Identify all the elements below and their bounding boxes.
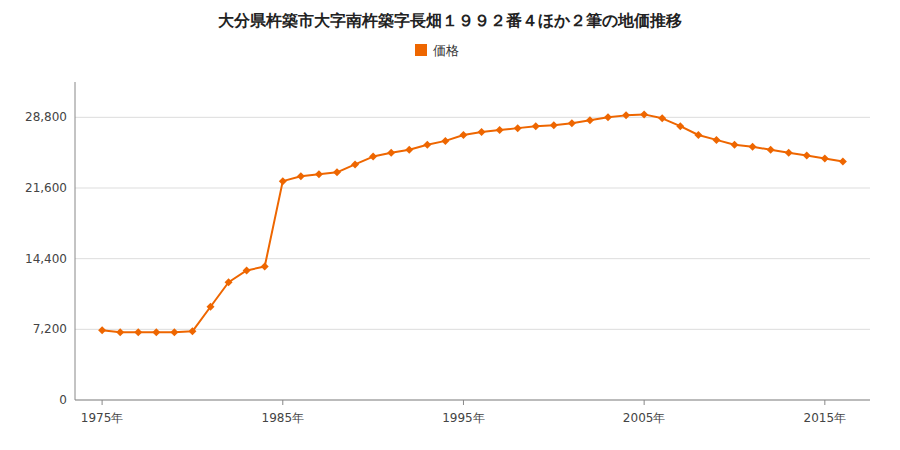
x-tick <box>463 400 464 405</box>
title: 大分県杵築市大字南杵築字長畑１９９２番４ほか２筆の地価推移 <box>218 11 682 30</box>
point <box>586 116 594 124</box>
x-tick-label: 2005年 <box>623 411 666 425</box>
point <box>116 328 124 336</box>
point <box>658 114 666 122</box>
grid <box>75 117 870 400</box>
x-tick <box>102 400 103 405</box>
grid-line <box>75 117 870 118</box>
x-tick <box>824 400 825 405</box>
point <box>423 141 431 149</box>
point <box>459 131 467 139</box>
point <box>730 141 738 149</box>
x-tick-label: 1995年 <box>442 411 485 425</box>
x-tick-label: 1975年 <box>81 411 124 425</box>
grid-line <box>75 400 870 401</box>
legend-swatch <box>415 44 427 56</box>
page: {"chart_data": {"type": "line", "title":… <box>0 0 900 450</box>
x-tick <box>644 400 645 405</box>
point <box>405 146 413 154</box>
point <box>550 121 558 129</box>
point <box>676 122 684 130</box>
x-axis-line <box>75 400 870 401</box>
point <box>207 303 215 311</box>
chart: 大分県杵築市大字南杵築字長畑１９９２番４ほか２筆の地価推移 0 7,200 14,40… <box>0 0 900 450</box>
point <box>622 111 630 119</box>
point <box>188 327 196 335</box>
point <box>785 149 793 157</box>
point <box>532 122 540 130</box>
legend: 価格 <box>415 43 459 58</box>
point <box>225 278 233 286</box>
grid-line <box>75 258 870 259</box>
x-tick <box>282 400 283 405</box>
point <box>821 155 829 163</box>
point <box>694 131 702 139</box>
point <box>478 128 486 136</box>
point <box>568 119 576 127</box>
point <box>839 158 847 166</box>
point <box>152 328 160 336</box>
point <box>640 110 648 118</box>
point <box>315 170 323 178</box>
point <box>496 126 504 134</box>
point <box>369 153 377 161</box>
point <box>134 328 142 336</box>
point <box>261 263 269 271</box>
x-tick-label: 2015年 <box>804 411 847 425</box>
point <box>767 146 775 154</box>
y-axis-line <box>75 82 76 400</box>
point <box>333 168 341 176</box>
point <box>297 172 305 180</box>
point <box>441 137 449 145</box>
point <box>98 326 106 334</box>
point <box>243 266 251 274</box>
point <box>514 124 522 132</box>
point <box>170 328 178 336</box>
marks <box>98 110 847 336</box>
point <box>712 136 720 144</box>
legend-label: 価格 <box>433 43 459 58</box>
point <box>749 143 757 151</box>
point <box>387 149 395 157</box>
grid-line <box>75 188 870 189</box>
point <box>604 113 612 121</box>
y-tick-label: 14,400 <box>25 252 67 266</box>
point <box>351 160 359 168</box>
line <box>102 114 843 332</box>
point <box>803 152 811 160</box>
point <box>279 177 287 185</box>
y-tick-label: 28,800 <box>25 110 67 124</box>
y-tick-label: 0 <box>59 393 67 407</box>
x-tick-label: 1985年 <box>262 411 305 425</box>
y-tick-label: 7,200 <box>33 322 67 336</box>
y-tick-label: 21,600 <box>25 181 67 195</box>
